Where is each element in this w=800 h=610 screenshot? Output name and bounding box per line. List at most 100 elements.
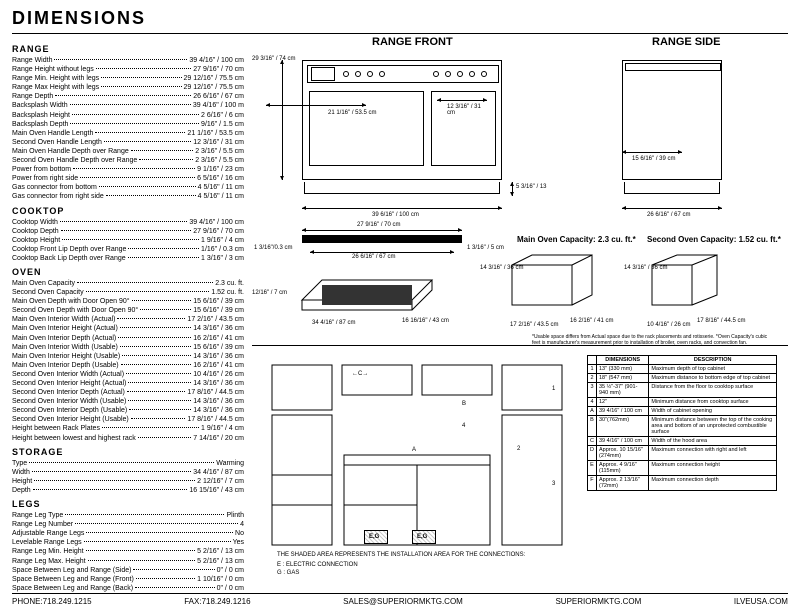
dim-label: Range Leg Max. Height bbox=[12, 557, 86, 566]
dim-value: 29 12/16" / 75.5 cm bbox=[184, 74, 244, 83]
dim-row: Second Oven Handle Length 12 3/16" / 31 c… bbox=[12, 138, 244, 147]
dim-value: 15 6/16" / 39 cm bbox=[193, 297, 244, 306]
dim-label: Width bbox=[12, 468, 30, 477]
svg-text:4: 4 bbox=[462, 423, 466, 429]
dim-value: Plinth bbox=[226, 511, 244, 520]
dim-value: 2 3/16" / 5.5 cm bbox=[195, 147, 244, 156]
dim-row: Second Oven Capacity1.52 cu. ft. bbox=[12, 288, 244, 297]
dim-label: Depth bbox=[12, 486, 31, 495]
dim-row: Main Oven Handle Length21 1/16" / 53.5 c… bbox=[12, 129, 244, 138]
dim-label: 12 3/16" / 31 cm bbox=[447, 104, 487, 116]
dim-value: 12 3/16" / 31 cm bbox=[193, 138, 244, 147]
dim-arrow bbox=[622, 152, 682, 153]
dim-value: 14 3/16" / 36 cm bbox=[193, 352, 244, 361]
dim-label: Range Leg Number bbox=[12, 520, 73, 529]
dim-value: Yes bbox=[233, 538, 244, 547]
dim-value: 5 2/16" / 13 cm bbox=[197, 557, 244, 566]
dim-label: Main Oven Capacity bbox=[12, 279, 75, 288]
dim-value: 4 bbox=[240, 520, 244, 529]
dim-label: 5 3/16" / 13 bbox=[516, 184, 547, 190]
dim-value: 1.52 cu. ft. bbox=[211, 288, 244, 297]
dimensions-list: RANGE Range Width39 4/16" / 100 cmRange H… bbox=[12, 40, 252, 580]
svg-text:B: B bbox=[462, 401, 466, 407]
dim-arrow bbox=[282, 60, 283, 180]
dim-label: 14 3/16" / 36 cm bbox=[480, 265, 524, 271]
dim-row: Range Leg Number 4 bbox=[12, 520, 244, 529]
dim-value: 39 4/16" / 100 m bbox=[193, 101, 244, 110]
table-row: 335 ½"-37" (901-940 mm)Distance from the… bbox=[588, 383, 777, 398]
table-row: A39 4/16" / 100 cmWidth of cabinet openi… bbox=[588, 407, 777, 416]
dim-label: Power from bottom bbox=[12, 165, 71, 174]
table-row: EApprox. 4 9/16" (115mm)Maximum connecti… bbox=[588, 461, 777, 476]
dim-label: Cooktop Depth bbox=[12, 227, 59, 236]
footer-web: SUPERIORMKTG.COM bbox=[555, 597, 641, 606]
dim-value: 4 5/16" / 11 cm bbox=[198, 192, 244, 201]
dim-label: Height bbox=[12, 477, 32, 486]
dim-row: Gas connector from bottom4 5/16" / 11 cm bbox=[12, 183, 244, 192]
dim-label: Backsplash Height bbox=[12, 111, 70, 120]
dim-value: 14 3/16" / 36 cm bbox=[193, 324, 244, 333]
dim-value: 26 6/16" / 67 cm bbox=[193, 92, 244, 101]
dim-row: Height between Rack Plates 1 9/16" / 4 cm bbox=[12, 424, 244, 433]
page-title: DIMENSIONS bbox=[12, 8, 788, 29]
main-oven-cap-label: Main Oven Capacity: 2.3 cu. ft.* bbox=[517, 235, 636, 244]
section-header: RANGE bbox=[12, 44, 244, 54]
dim-value: 6 5/16" / 16 cm bbox=[197, 174, 244, 183]
svg-text:3: 3 bbox=[552, 481, 556, 487]
dim-row: Range Leg Min. Height 5 2/16" / 13 cm bbox=[12, 547, 244, 556]
dim-label: 1 3/16"/0.3 cm bbox=[254, 245, 292, 251]
dim-value: 17 8/16" / 44.5 cm bbox=[187, 415, 244, 424]
dim-row: Main Oven Interior Height (Usable)14 3/1… bbox=[12, 352, 244, 361]
dim-label: Height between lowest and highest rack bbox=[12, 434, 136, 443]
dim-row: Second Oven Handle Depth over Range2 3/1… bbox=[12, 156, 244, 165]
dim-row: Cooktop Width39 4/16" / 100 cm bbox=[12, 218, 244, 227]
table-row: 218" (547 mm)Maximum distance to bottom … bbox=[588, 374, 777, 383]
dim-row: Range Width39 4/16" / 100 cm bbox=[12, 56, 244, 65]
dim-row: Range Max Height with legs29 12/16" / 75… bbox=[12, 83, 244, 92]
dim-value: 1 10/16" / 0 cm bbox=[197, 575, 244, 584]
range-legs bbox=[304, 182, 500, 194]
dim-value: No bbox=[235, 529, 244, 538]
dim-label: Range Leg Type bbox=[12, 511, 63, 520]
dim-value: 27 9/16" / 70 cm bbox=[193, 65, 244, 74]
dim-label: Cooktop Front Lip Depth over Range bbox=[12, 245, 126, 254]
dim-label: 16 16/16" / 43 cm bbox=[402, 318, 449, 324]
dim-row: Width34 4/16" / 87 cm bbox=[12, 468, 244, 477]
dim-row: Space Between Leg and Range (Back)0" / 0… bbox=[12, 584, 244, 593]
dim-arrow bbox=[266, 105, 366, 106]
dim-value: 1 9/16" / 4 cm bbox=[201, 424, 244, 433]
range-side-title: RANGE SIDE bbox=[652, 36, 720, 48]
drawer-iso bbox=[282, 270, 442, 320]
dim-value: 9/16" / 1.5 cm bbox=[201, 120, 244, 129]
dim-value: 16 15/16" / 43 cm bbox=[189, 486, 244, 495]
dim-label: 27 9/16" / 70 cm bbox=[357, 222, 401, 228]
dim-value: 5 2/16" / 13 cm bbox=[197, 547, 244, 556]
dim-label: Height between Rack Plates bbox=[12, 424, 100, 433]
dim-row: Range Leg Max. Height 5 2/16" / 13 cm bbox=[12, 557, 244, 566]
dim-label: Cooktop Width bbox=[12, 218, 58, 227]
dim-value: 1/16" / 0.3 cm bbox=[201, 245, 244, 254]
divider bbox=[252, 345, 788, 346]
dim-label: 29 3/16" / 74 cm bbox=[252, 56, 296, 62]
dim-label: Range Leg Min. Height bbox=[12, 547, 84, 556]
dim-value: 2 12/16" / 7 cm bbox=[197, 477, 244, 486]
cooktop-strip bbox=[302, 235, 462, 243]
svg-text:←C→: ←C→ bbox=[352, 371, 368, 377]
install-dims-table: DIMENSIONSDESCRIPTION113" (330 mm)Maximu… bbox=[587, 355, 777, 491]
dim-label: 17 2/16" / 43.5 cm bbox=[510, 322, 559, 328]
dim-label: Range Min. Height with legs bbox=[12, 74, 99, 83]
table-row: DApprox. 10 15/16" (274mm)Maximum connec… bbox=[588, 446, 777, 461]
dim-row: Range Height without legs27 9/16" / 70 c… bbox=[12, 65, 244, 74]
dim-label: Main Oven Handle Depth over Range bbox=[12, 147, 129, 156]
dim-label: Cooktop Height bbox=[12, 236, 60, 245]
dim-row: Main Oven Interior Height (Actual)14 3/1… bbox=[12, 324, 244, 333]
footer-phone: PHONE:718.249.1215 bbox=[12, 597, 92, 606]
conn-e: E : ELECTRIC CONNECTION bbox=[277, 562, 358, 568]
dim-row: Range Leg Type Plinth bbox=[12, 511, 244, 520]
dim-row: Second Oven Interior Depth (Usable)14 3/… bbox=[12, 406, 244, 415]
dim-row: Main Oven Interior Depth (Actual)16 2/16… bbox=[12, 334, 244, 343]
dim-row: TypeWarming bbox=[12, 459, 244, 468]
second-oven-cap-label: Second Oven Capacity: 1.52 cu. ft.* bbox=[647, 235, 781, 244]
dim-label: Second Oven Handle Length bbox=[12, 138, 102, 147]
dim-value: 10 4/16" / 26 cm bbox=[193, 370, 244, 379]
